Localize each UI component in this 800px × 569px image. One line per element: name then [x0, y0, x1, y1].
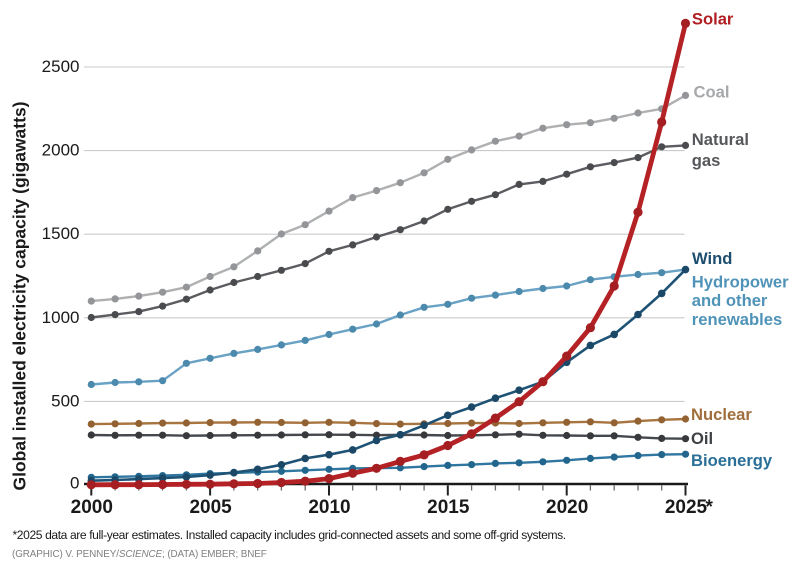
svg-text:Nuclear: Nuclear — [691, 405, 752, 424]
svg-text:Oil: Oil — [691, 429, 713, 448]
svg-text:Bioenergy: Bioenergy — [691, 451, 773, 470]
svg-text:2500: 2500 — [42, 57, 80, 76]
svg-text:2015: 2015 — [427, 497, 470, 518]
svg-text:gas: gas — [692, 151, 721, 170]
svg-text:2005: 2005 — [189, 497, 232, 518]
svg-text:2010: 2010 — [308, 497, 350, 518]
svg-text:Global installed electricity c: Global installed electricity capacity (g… — [10, 101, 30, 490]
svg-text:2000: 2000 — [71, 497, 113, 518]
svg-text:500: 500 — [51, 391, 79, 410]
svg-text:0: 0 — [70, 473, 79, 492]
svg-text:Coal: Coal — [694, 82, 730, 101]
svg-text:2020: 2020 — [546, 497, 588, 518]
svg-text:Solar: Solar — [692, 10, 734, 29]
svg-text:Hydropower: Hydropower — [692, 273, 789, 292]
svg-text:Natural: Natural — [692, 130, 749, 149]
svg-text:2025: 2025 — [665, 497, 708, 518]
svg-text:*: * — [706, 497, 714, 518]
svg-text:(GRAPHIC) V. PENNEY/SCIENCE; (: (GRAPHIC) V. PENNEY/SCIENCE; (DATA) EMBE… — [12, 549, 267, 560]
svg-text:*2025 data are full-year estim: *2025 data are full-year estimates. Inst… — [13, 528, 566, 542]
svg-text:1000: 1000 — [42, 308, 80, 327]
svg-text:renewables: renewables — [692, 310, 782, 329]
svg-text:1500: 1500 — [42, 224, 80, 243]
svg-text:and other: and other — [692, 291, 768, 310]
svg-text:2000: 2000 — [42, 141, 80, 160]
svg-text:Wind: Wind — [692, 249, 732, 268]
